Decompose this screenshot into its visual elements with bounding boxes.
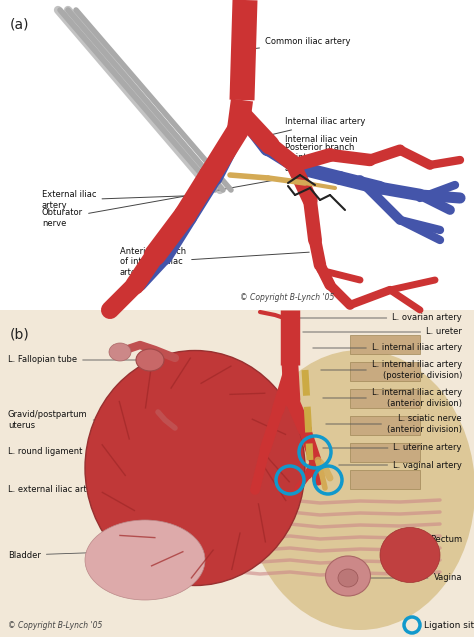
Text: L. ovarian artery: L. ovarian artery xyxy=(293,313,462,322)
Ellipse shape xyxy=(338,569,358,587)
Text: L. internal iliac artery
(anterior division): L. internal iliac artery (anterior divis… xyxy=(323,389,462,408)
Bar xyxy=(350,443,420,462)
Text: (a): (a) xyxy=(10,18,29,32)
Text: L. external iliac artery: L. external iliac artery xyxy=(8,485,195,494)
Ellipse shape xyxy=(109,343,131,361)
Text: Rectum: Rectum xyxy=(398,536,462,545)
Text: Vagina: Vagina xyxy=(353,573,462,582)
Bar xyxy=(350,389,420,408)
Text: L. ureter: L. ureter xyxy=(303,327,462,336)
Bar xyxy=(0,310,474,637)
Text: Common iliac artery: Common iliac artery xyxy=(246,38,350,50)
Text: L. internal iliac artery
(posterior division): L. internal iliac artery (posterior divi… xyxy=(321,361,462,380)
Bar xyxy=(350,335,420,354)
Text: Ligation sites: Ligation sites xyxy=(424,620,474,629)
Ellipse shape xyxy=(136,349,164,371)
Bar xyxy=(350,362,420,381)
Ellipse shape xyxy=(326,556,371,596)
Text: L. Fallopian tube: L. Fallopian tube xyxy=(8,355,149,364)
Ellipse shape xyxy=(85,350,305,585)
Text: Anterior branch
of internal iliac
artery: Anterior branch of internal iliac artery xyxy=(120,247,309,277)
Text: Gravid/postpartum
uterus: Gravid/postpartum uterus xyxy=(8,410,152,430)
Bar xyxy=(0,0,474,310)
Text: External iliac
artery: External iliac artery xyxy=(42,190,207,210)
Ellipse shape xyxy=(380,527,440,582)
Text: L. internal iliac artery: L. internal iliac artery xyxy=(313,343,462,352)
Text: L. round ligament: L. round ligament xyxy=(8,448,162,457)
Text: © Copyright B-Lynch '05: © Copyright B-Lynch '05 xyxy=(8,621,102,630)
Text: Internal iliac vein: Internal iliac vein xyxy=(278,136,358,150)
Text: Bladder: Bladder xyxy=(8,550,109,559)
Text: L. sciatic nerve
(anterior division): L. sciatic nerve (anterior division) xyxy=(326,414,462,434)
Text: Internal iliac artery: Internal iliac artery xyxy=(273,117,365,134)
Bar xyxy=(350,416,420,435)
Ellipse shape xyxy=(245,350,474,630)
Text: Posterior branch
of internal iliac
artery: Posterior branch of internal iliac arter… xyxy=(285,143,355,173)
Text: L. vaginal artery: L. vaginal artery xyxy=(339,461,462,469)
Text: © Copyright B-Lynch '05: © Copyright B-Lynch '05 xyxy=(240,293,334,302)
Text: Obturator
nerve: Obturator nerve xyxy=(42,180,272,227)
Text: L. uterine artery: L. uterine artery xyxy=(323,443,462,452)
Text: (b): (b) xyxy=(10,328,30,342)
Bar xyxy=(350,470,420,489)
Ellipse shape xyxy=(85,520,205,600)
